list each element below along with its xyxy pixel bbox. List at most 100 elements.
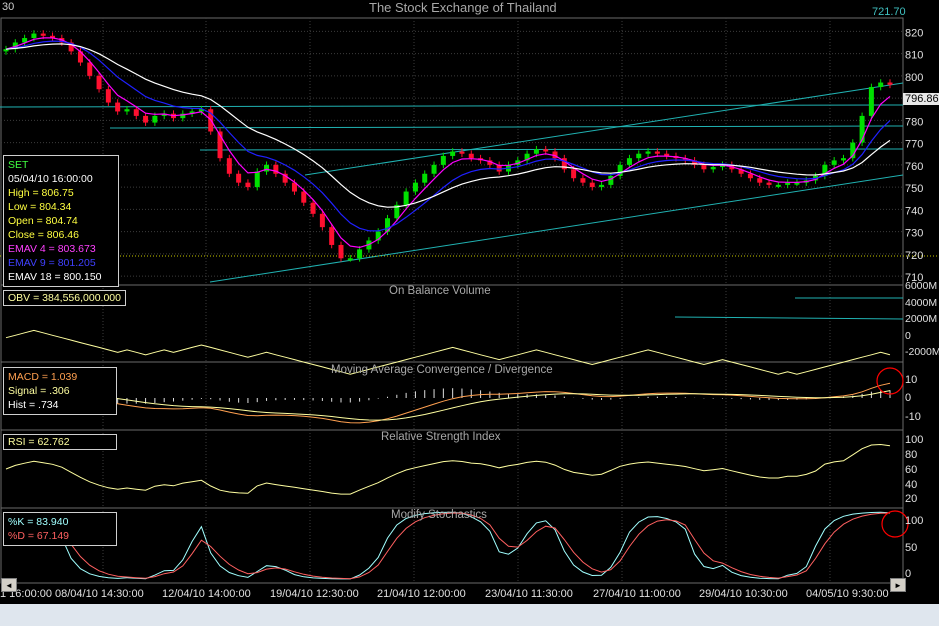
candle-body [738,169,744,174]
candle-body [3,49,9,52]
obv-line [5,329,891,375]
scroll-left-button[interactable]: ◄ [1,578,17,592]
macd-highlight-circle [876,367,904,395]
candle-body [282,173,288,183]
rsi-value: RSI = 62.762 [8,436,70,448]
ema4-label: EMAV 4 = 803.673 [8,243,96,255]
stoch-k-line [5,511,891,580]
candle-body [96,75,102,90]
candle-body [273,164,279,174]
candle-body [617,164,623,176]
x-tick-label: 12/04/10 14:00:00 [162,588,251,600]
axes: 8208108007907807707607507407307207106000… [905,27,939,580]
candle-body [254,171,260,188]
stoch-series [5,510,909,580]
stoch-d-line [5,512,891,580]
candle-body [450,151,456,156]
high-label: High = 806.75 [8,187,74,199]
candle-body [571,169,577,179]
price-tick-label: 810 [905,50,923,62]
macd-line [5,382,891,424]
stoch-d-value: %D = 67.149 [8,530,70,542]
trend-line [209,174,904,283]
price-tick-label: 820 [905,27,923,39]
candle-body [22,38,28,43]
candle-body [561,158,567,170]
datetime-label: 05/04/10 16:00:00 [8,173,93,185]
trend-line [199,148,904,151]
candle-body [264,164,270,172]
bottom-bar [0,604,939,626]
candle-body [878,82,884,87]
candle-body [133,109,139,116]
candle-body [757,178,763,183]
candle-body [636,153,642,159]
obv-series [5,297,904,375]
rsi-tick-label: 40 [905,479,917,491]
x-tick-label: 19/04/10 12:30:00 [270,588,359,600]
x-tick-label: 29/04/10 10:30:00 [699,588,788,600]
obv-tick-label: 4000M [905,297,937,309]
obv-trend [674,316,904,320]
candle-body [515,160,521,165]
candle-body [50,35,56,39]
rsi-tick-label: 100 [905,434,923,446]
scroll-right-button[interactable]: ► [890,578,906,592]
candle-body [645,151,651,154]
price-tick-label: 740 [905,205,923,217]
candle-body [589,182,595,188]
candle-body [143,115,149,123]
candle-body [347,258,353,261]
ema-line [5,37,891,249]
ema-line [5,43,891,208]
obv-value: OBV = 384,556,000.000 [8,292,121,304]
labels: 1 16:00:00 08/04/10 14:30:00 12/04/10 14:0… [0,588,889,600]
chart-title: The Stock Exchange of Thailand [369,0,557,15]
obv-tick-label: 0 [905,330,911,342]
candle-body [692,160,698,165]
price-tick-label: 730 [905,228,923,240]
candle-body [301,191,307,203]
stoch-info-box: %K = 83.940 %D = 67.149 [3,512,117,546]
rsi-series [5,443,891,495]
macd-tick-label: -10 [905,411,921,423]
candle-body [124,109,130,112]
macd-title: Moving Average Convergence / Divergence [331,364,553,376]
x-tick-label: 04/05/10 9:30:00 [806,588,889,600]
trendlines [0,82,939,283]
candles [3,30,893,262]
obv-tick-label: 2000M [905,313,937,325]
candle-body [12,42,18,50]
candle-body [682,158,688,161]
candle-body [496,164,502,172]
candle-body [319,213,325,228]
candle-body [105,89,111,103]
macd-tick-label: 0 [905,392,911,404]
candle-body [850,142,856,159]
stoch-tick-label: 100 [905,515,923,527]
candle-body [580,178,586,183]
candle-body [217,131,223,159]
ema-line [5,40,891,232]
candle-body [720,164,726,168]
candle-body [357,249,363,259]
candle-body [785,182,791,185]
rsi-info-box: RSI = 62.762 [3,434,117,450]
candle-body [180,113,186,119]
candle-body [840,158,846,161]
x-tick-label: 21/04/10 12:00:00 [377,588,466,600]
signal-value: Signal = .306 [8,385,70,397]
candle-body [394,204,400,219]
x-tick-label: 08/04/10 14:30:00 [55,588,144,600]
candle-body [887,82,893,85]
candle-body [31,33,37,39]
candle-body [626,158,632,165]
macd-tick-label: 10 [905,374,917,386]
candle-body [161,113,167,116]
candle-body [87,62,93,76]
candle-body [599,184,605,188]
candle-body [226,158,232,174]
candle-body [77,51,83,63]
